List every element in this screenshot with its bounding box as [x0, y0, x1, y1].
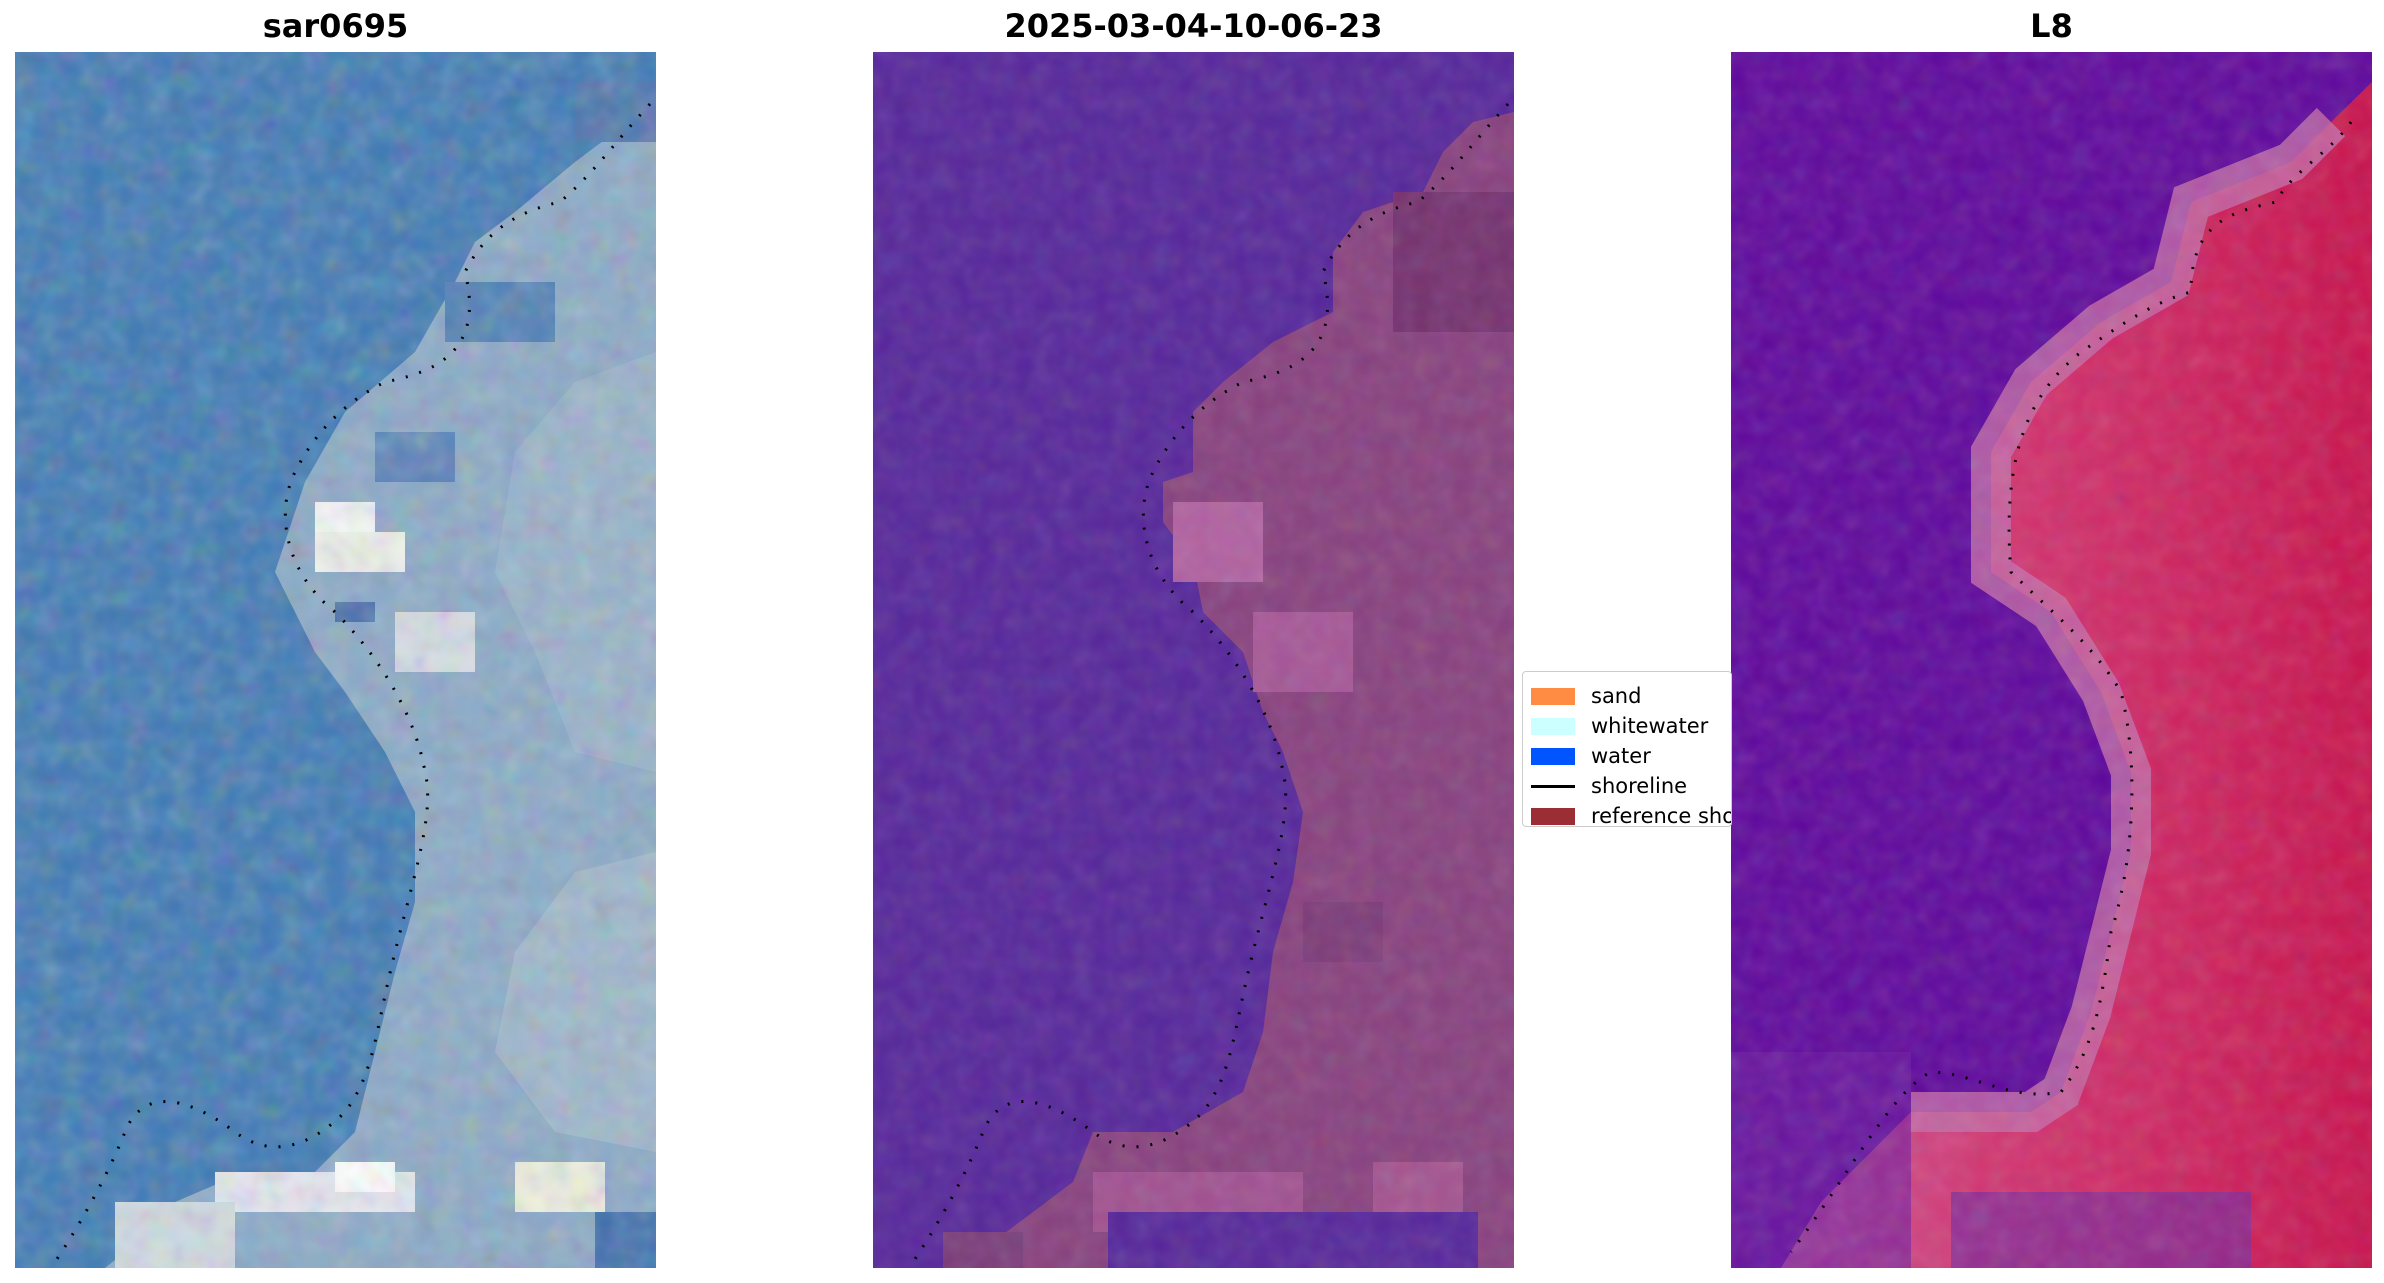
- rgb-image: [15, 52, 656, 1268]
- legend-entry-shoreline: shoreline: [1531, 771, 1731, 801]
- classified-image: [873, 52, 1514, 1268]
- panel-title-2: 2025-03-04-10-06-23: [1004, 7, 1383, 45]
- whitewater-swatch-icon: [1531, 717, 1575, 735]
- legend-label-shoreline: shoreline: [1591, 774, 1688, 798]
- sand-swatch-icon: [1531, 687, 1575, 705]
- legend-entry-reference-shoreline: reference shoreline: [1531, 801, 1731, 827]
- index-image: [1731, 52, 2372, 1268]
- panel-title-3: L8: [2030, 7, 2073, 45]
- index-image-panel: [1731, 52, 2372, 1268]
- reference-shoreline-swatch-icon: [1531, 807, 1575, 825]
- legend-label-water: water: [1591, 744, 1651, 768]
- rgb-image-panel: [15, 52, 656, 1268]
- legend-label-sand: sand: [1591, 684, 1642, 708]
- legend-entry-whitewater: whitewater: [1531, 711, 1731, 741]
- water-swatch-icon: [1531, 747, 1575, 765]
- legend-label-reference-shoreline: reference shoreline: [1591, 804, 1731, 827]
- legend-entry-water: water: [1531, 741, 1731, 771]
- legend-entry-sand: sand: [1531, 681, 1731, 711]
- legend: sand whitewater water shoreline referenc…: [1522, 671, 1732, 827]
- classified-image-panel: [873, 52, 1514, 1268]
- legend-label-whitewater: whitewater: [1591, 714, 1709, 738]
- panel-title-1: sar0695: [262, 7, 409, 45]
- shoreline-line-icon: [1531, 784, 1575, 788]
